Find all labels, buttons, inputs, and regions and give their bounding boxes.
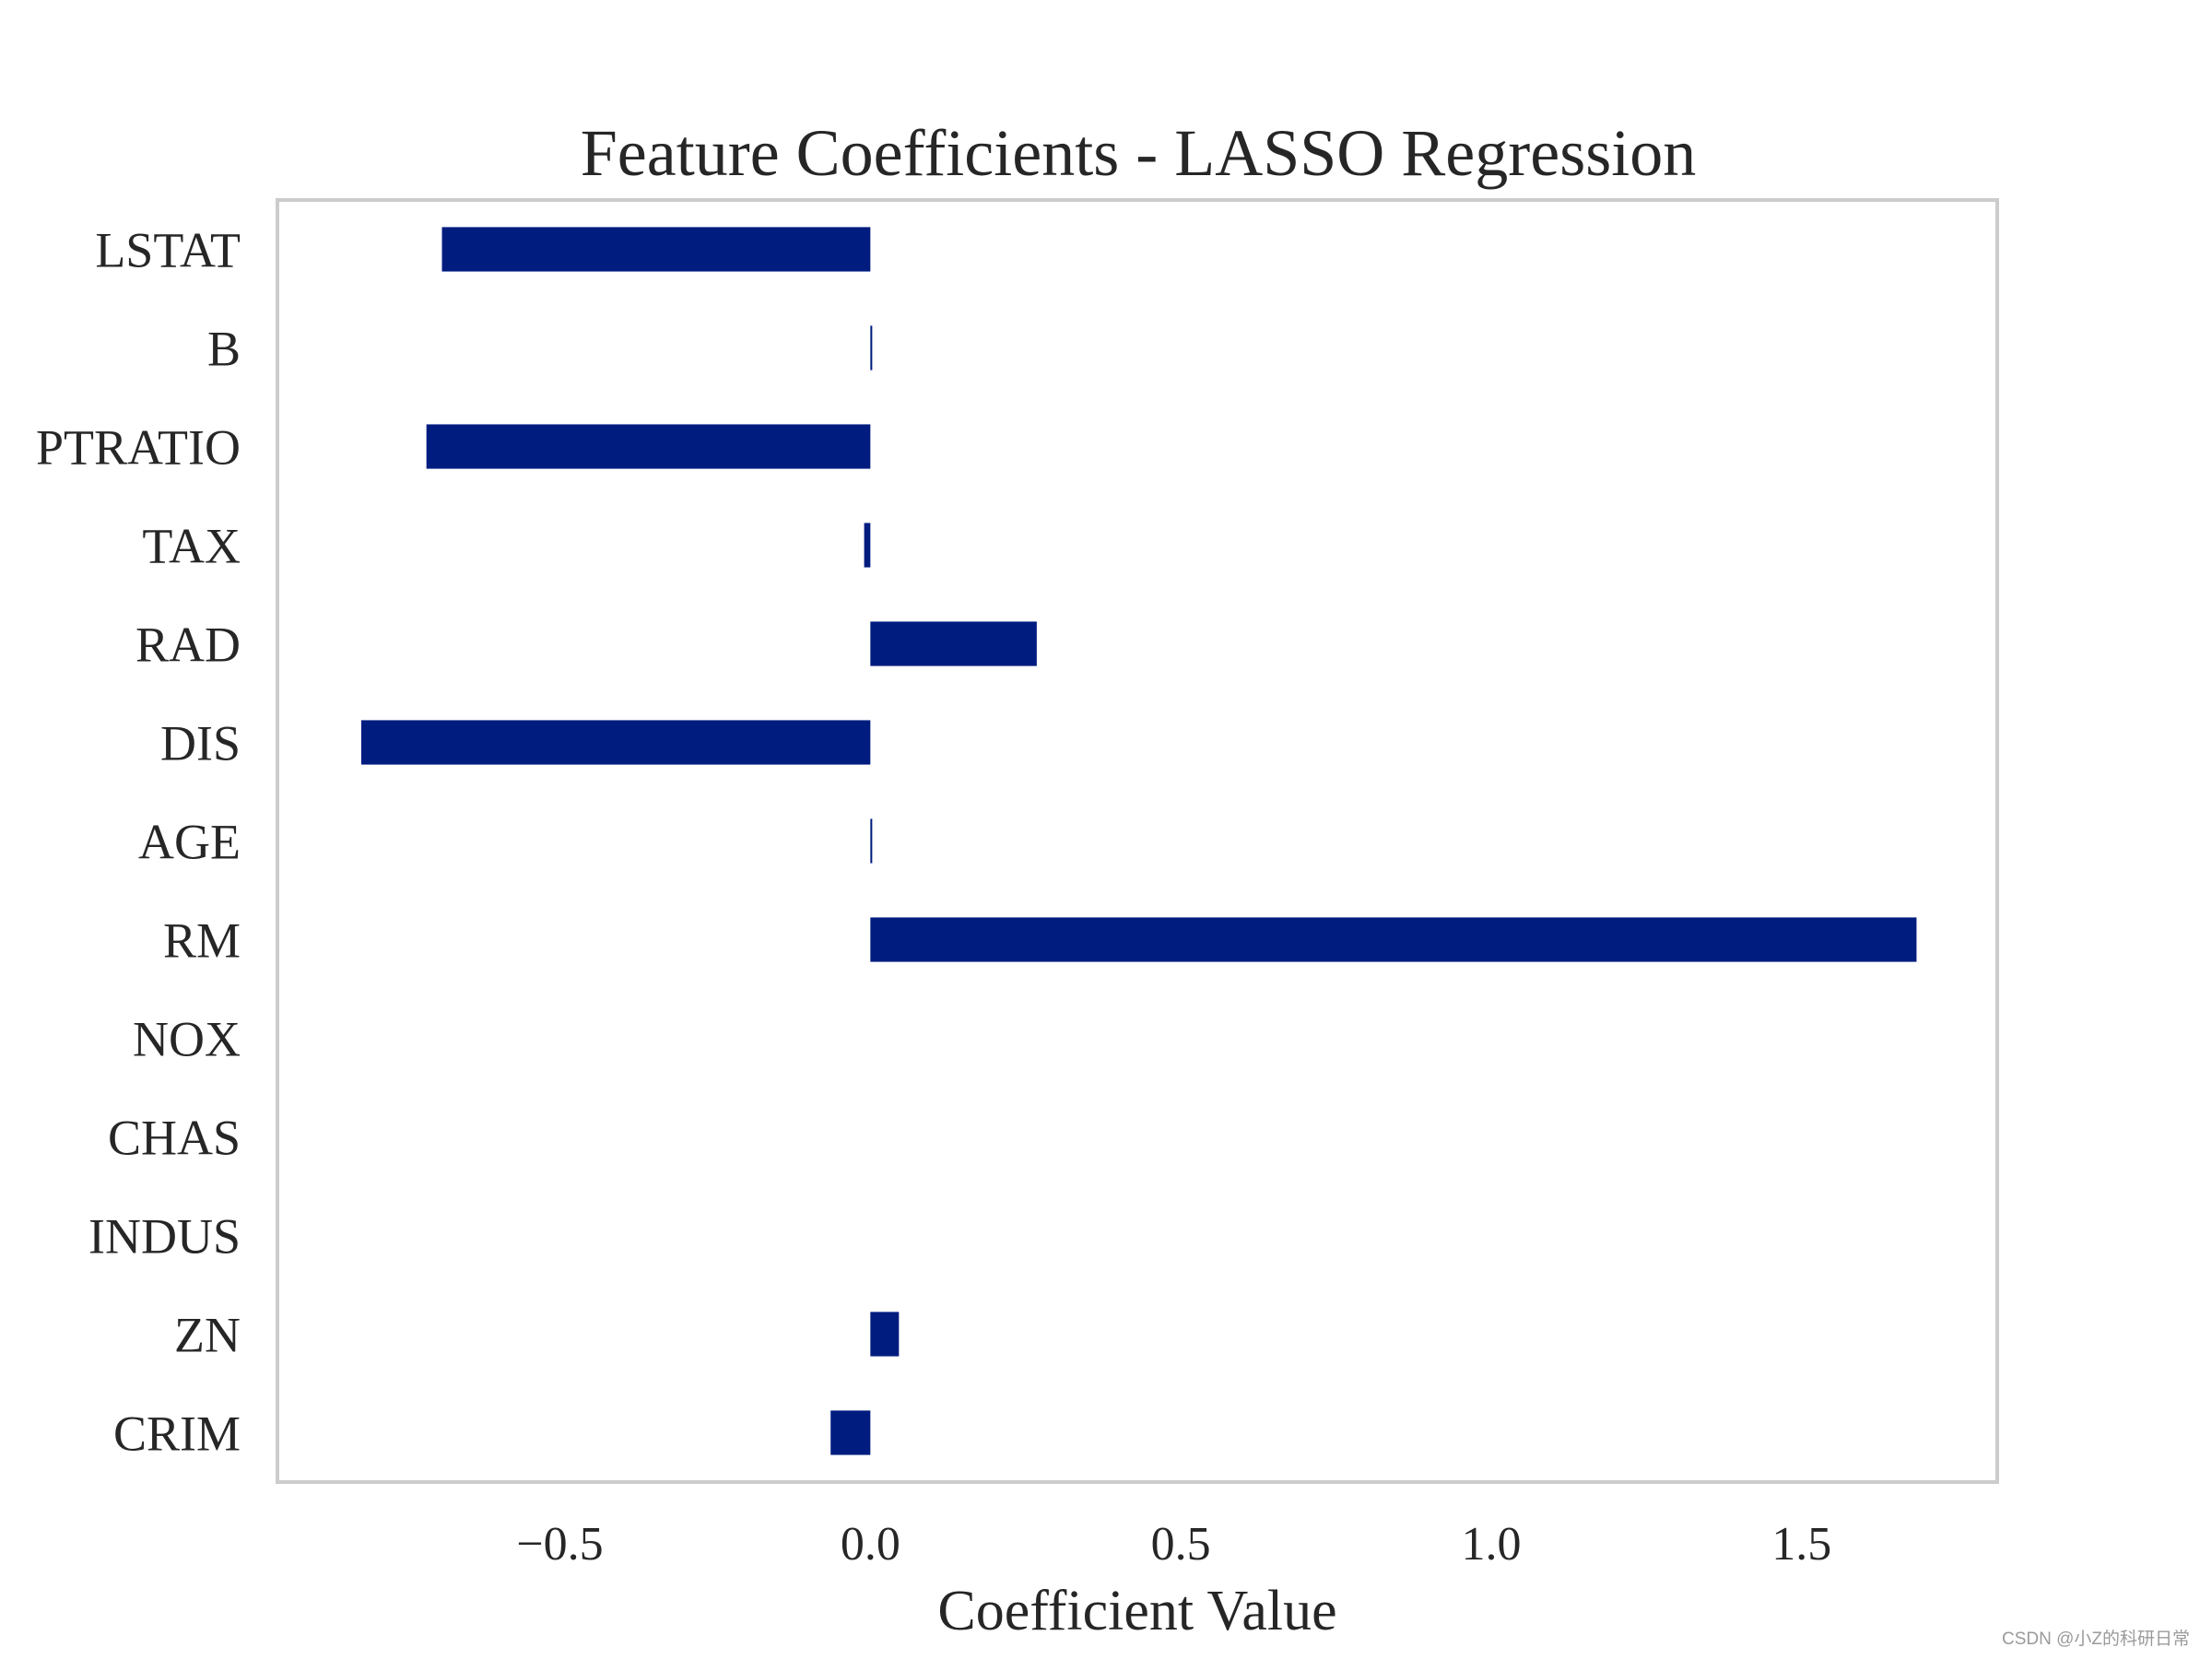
y-tick-label-crim: CRIM [113, 1406, 241, 1461]
y-tick-label-indus: INDUS [88, 1208, 241, 1264]
y-tick-label-chas: CHAS [108, 1110, 241, 1165]
bar-rad [870, 621, 1037, 666]
bar-zn [870, 1312, 900, 1357]
y-tick-label-nox: NOX [133, 1011, 241, 1066]
x-tick-label: 0.5 [1151, 1518, 1211, 1571]
x-axis-label: Coefficient Value [937, 1580, 1336, 1642]
bar-crim [830, 1410, 871, 1455]
y-tick-label-dis: DIS [160, 715, 241, 771]
y-tick-labels: CRIM ZN INDUS CHAS NOX RM AGE DIS RAD TAX PTRATIO B… [36, 222, 241, 1461]
bar-age [870, 818, 873, 864]
bar-dis [360, 720, 871, 765]
x-tick-label: −0.5 [516, 1518, 603, 1571]
bars-layer [360, 227, 1917, 1455]
bar-tax [864, 523, 871, 568]
x-tick-labels: −0.5 0.0 0.5 1.0 1.5 [516, 1518, 1831, 1571]
y-tick-label-age: AGE [138, 814, 241, 869]
x-tick-label: 1.0 [1461, 1518, 1521, 1571]
y-tick-label-rad: RAD [135, 617, 241, 672]
x-tick-label: 1.5 [1771, 1518, 1831, 1571]
x-tick-label: 0.0 [841, 1518, 900, 1571]
bar-rm [870, 917, 1917, 962]
y-tick-label-rm: RM [163, 912, 241, 968]
chart-title: Feature Coefficients - LASSO Regression [581, 116, 1696, 190]
watermark-text: CSDN @小Z的科研日常 [2001, 1630, 2190, 1649]
bar-b [870, 325, 873, 371]
y-tick-label-tax: TAX [142, 518, 241, 573]
plot-frame [276, 198, 1999, 1484]
bar-lstat [441, 227, 871, 272]
y-tick-label-ptratio: PTRATIO [36, 419, 241, 475]
y-tick-label-zn: ZN [174, 1307, 241, 1362]
y-tick-label-b: B [207, 321, 241, 376]
bar-ptratio [426, 424, 871, 469]
y-tick-label-lstat: LSTAT [95, 222, 241, 277]
